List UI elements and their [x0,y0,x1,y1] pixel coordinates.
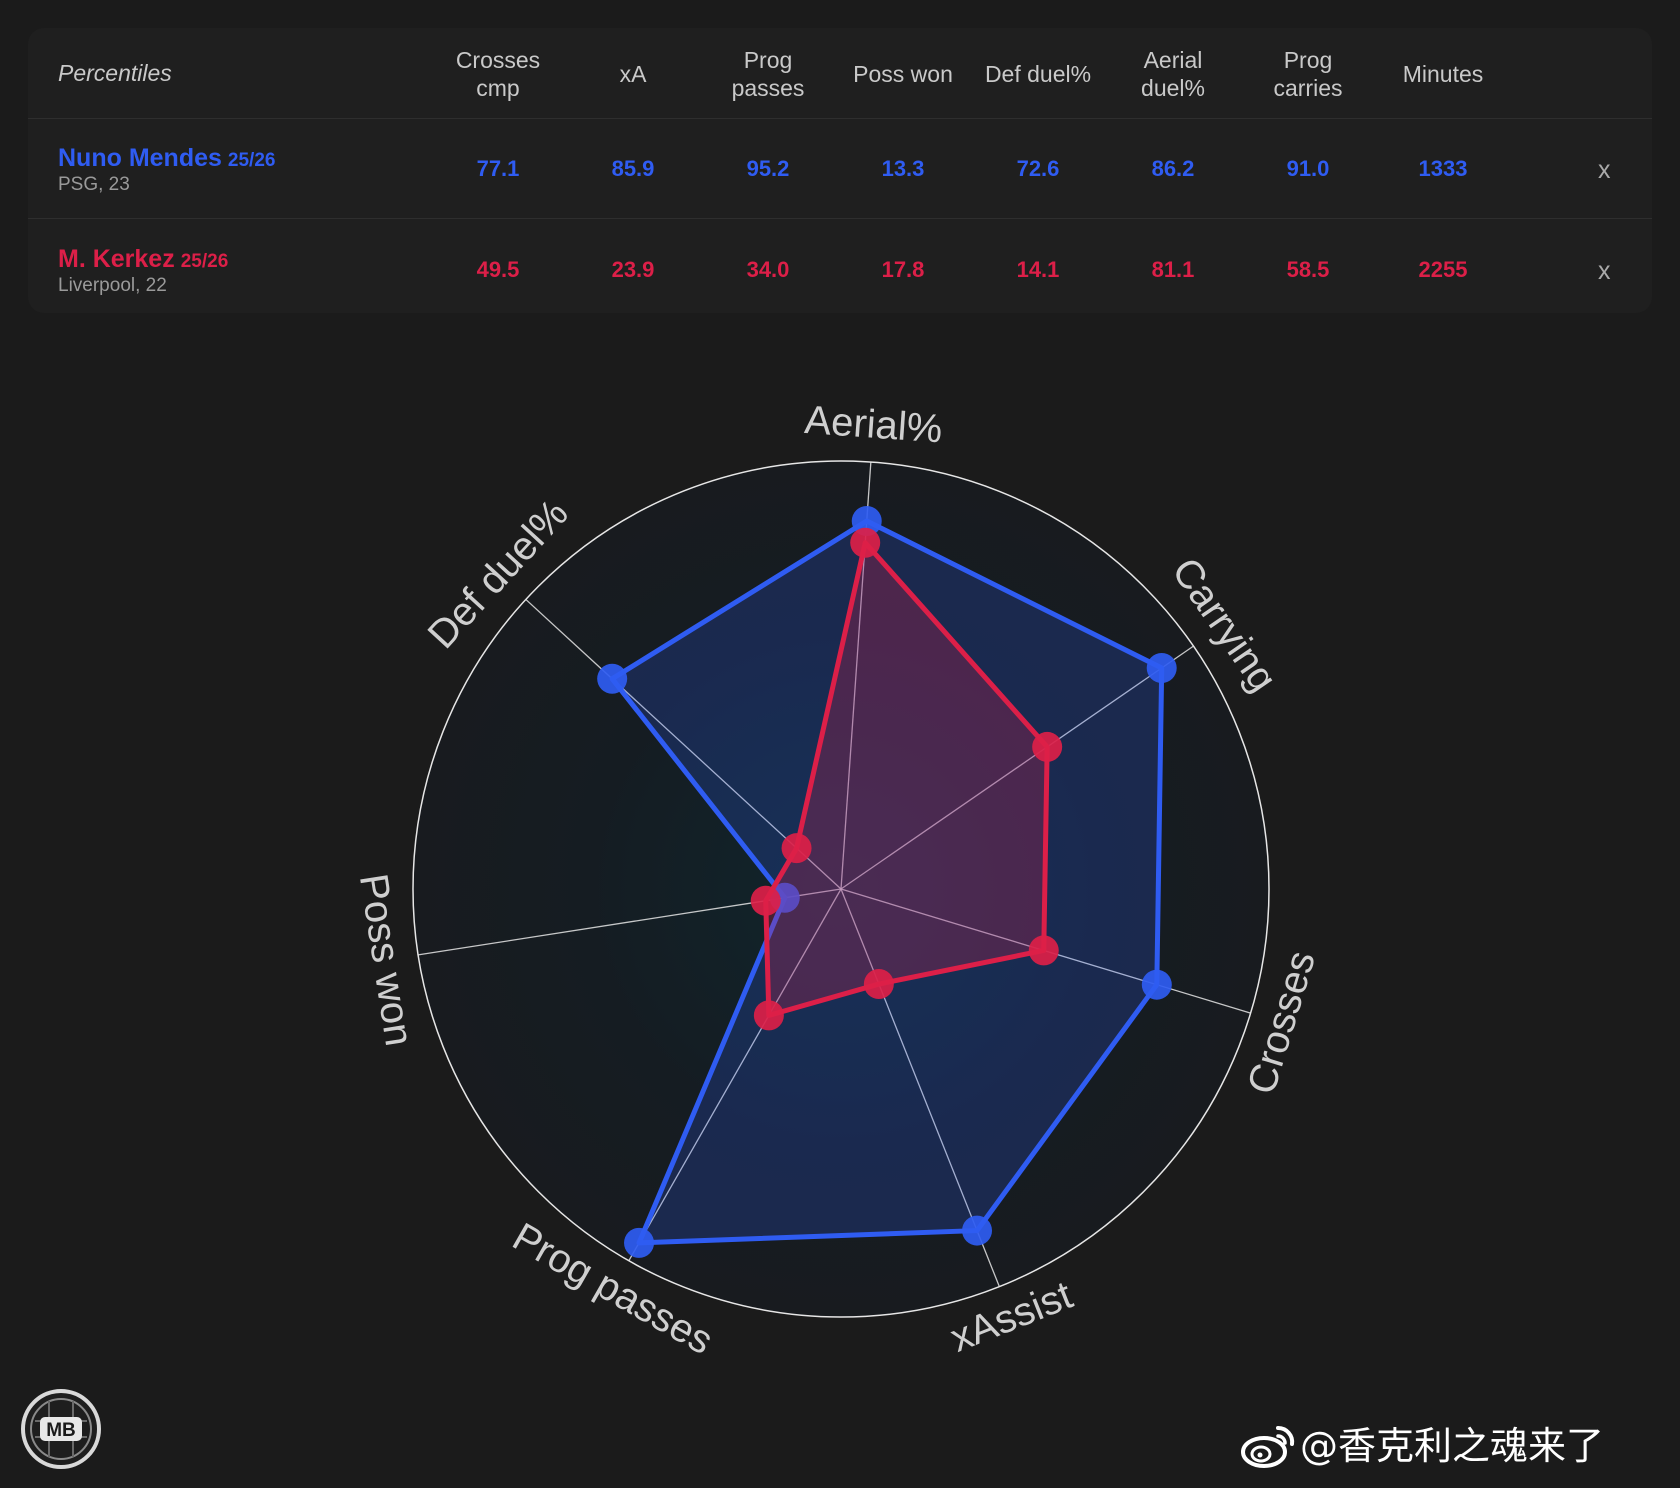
svg-text:MB: MB [46,1420,76,1441]
radar-axis-label: Aerial% [803,398,944,452]
radar-point [597,664,627,694]
weibo-icon [1240,1422,1296,1487]
radar-point [751,886,781,916]
watermark: @香克利之魂来了 [1240,1416,1670,1476]
radar-point [1142,970,1172,1000]
radar-point [754,1000,784,1030]
logo-icon: MB [20,1388,102,1475]
radar-point [962,1216,992,1246]
radar-axis-label: Poss won [351,871,421,1049]
radar-point [624,1228,654,1258]
radar-point [1029,935,1059,965]
radar-point [1147,653,1177,683]
radar-point [782,833,812,863]
radar-point [1032,732,1062,762]
radar-point [850,528,880,558]
radar-point [864,969,894,999]
